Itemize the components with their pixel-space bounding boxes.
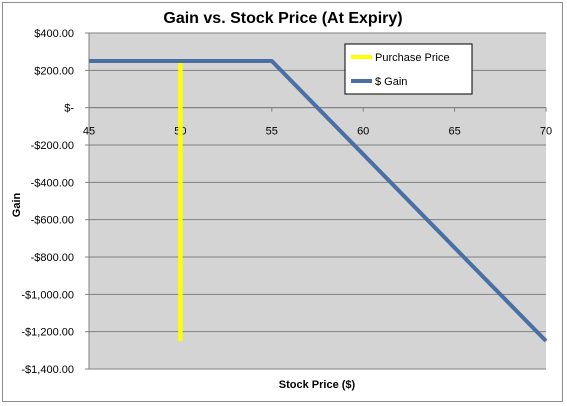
y-tick-label-2: $- — [64, 103, 74, 115]
y-tick-label-8: -$1,200.00 — [21, 327, 74, 339]
legend-label-1: $ Gain — [375, 76, 407, 88]
chart-title: Gain vs. Stock Price (At Expiry) — [163, 10, 402, 27]
y-tick-label-7: -$1,000.00 — [21, 289, 74, 301]
x-tick-label-5: 70 — [540, 126, 552, 138]
y-axis-label: Gain — [11, 192, 23, 217]
plot-background — [89, 33, 546, 369]
x-axis-label: Stock Price ($) — [279, 379, 356, 391]
series-gain-line — [89, 59, 548, 343]
y-tick-label-4: -$400.00 — [31, 177, 74, 189]
legend-label-0: Purchase Price — [375, 52, 450, 64]
x-tick-label-4: 65 — [448, 126, 460, 138]
y-tick-label-6: -$800.00 — [31, 252, 74, 264]
y-tick-label-9: -$1,400.00 — [21, 364, 74, 376]
x-tick-label-3: 60 — [357, 126, 369, 138]
y-tick-label-0: $400.00 — [34, 28, 74, 40]
x-tick-label-2: 55 — [266, 126, 278, 138]
plot-area: $400.00 $200.00 $- -$200.00 -$400.00 -$600.00… — [21, 28, 552, 376]
y-tick-label-1: $200.00 — [34, 65, 74, 77]
legend-box — [344, 43, 473, 95]
y-tick-label-5: -$600.00 — [31, 215, 74, 227]
y-tick-label-3: -$200.00 — [31, 140, 74, 152]
legend: Purchase Price $ Gain — [344, 43, 473, 95]
x-tick-label-0: 45 — [83, 126, 95, 138]
